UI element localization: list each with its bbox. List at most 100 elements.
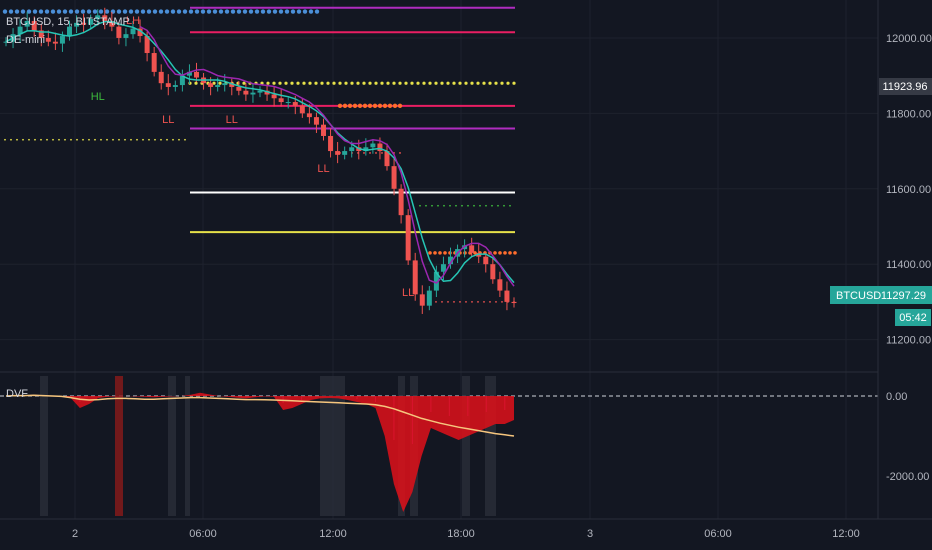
candle-body	[102, 15, 108, 21]
dot-red	[435, 300, 437, 303]
dvf-tick-label: -2000.00	[886, 471, 929, 483]
dot-yellow-large	[194, 81, 198, 85]
dot-red	[375, 152, 377, 154]
dot-yellow-large	[356, 81, 360, 85]
dot-yellow-large	[308, 81, 312, 85]
dot-yellow-large	[428, 81, 432, 85]
dot-yellow	[22, 138, 24, 141]
dot-red	[477, 300, 479, 303]
symbol-tag: BTCUSD	[836, 290, 881, 302]
candle-body	[271, 94, 277, 99]
dot-green	[503, 204, 505, 207]
candle-body	[405, 215, 411, 261]
dot-orange	[387, 103, 393, 109]
dot-green	[443, 204, 445, 207]
dot-yellow	[184, 138, 186, 141]
dot-yellow-large	[470, 81, 474, 85]
dvf-legend[interactable]: DVF	[6, 388, 28, 400]
candle-body	[116, 26, 122, 38]
dot-orange	[513, 251, 517, 255]
dot-yellow-large	[392, 81, 396, 85]
dot-red	[483, 300, 485, 303]
dvf-title: DVF	[6, 388, 28, 400]
dot-red	[453, 300, 455, 303]
candle-body	[95, 15, 101, 20]
dot-yellow-large	[512, 81, 516, 85]
dot-orange	[493, 251, 497, 255]
dot-blue	[26, 9, 32, 14]
dot-yellow	[34, 138, 36, 141]
time-axis[interactable]: 2 06:00 12:00 18:00 3 06:00 12:00	[72, 528, 860, 540]
dot-yellow-large	[446, 81, 450, 85]
symbol-legend[interactable]: BTCUSD, 15, BITSTAMP	[6, 16, 130, 28]
dot-green	[425, 204, 427, 207]
dot-yellow-large	[422, 81, 426, 85]
dot-green	[497, 204, 499, 207]
dvf-highlight-band	[168, 376, 176, 516]
candle-body	[3, 41, 9, 43]
candle-body	[215, 85, 221, 87]
dot-yellow-large	[242, 81, 246, 85]
dot-yellow	[16, 138, 18, 141]
dot-yellow	[172, 138, 174, 141]
dot-yellow	[4, 138, 6, 141]
dot-blue	[248, 9, 254, 14]
dot-orange	[337, 103, 343, 109]
dot-orange	[382, 103, 388, 109]
dot-yellow-large	[452, 81, 456, 85]
price-tick-label: 12000.00	[886, 33, 932, 45]
dot-yellow-large	[380, 81, 384, 85]
candle-body	[179, 75, 185, 86]
dot-blue	[152, 9, 158, 14]
dot-blue	[86, 9, 92, 14]
dot-orange	[397, 103, 403, 109]
price-axis[interactable]: 12000.00 11800.00 11600.00 11400.00 11200.00…	[886, 33, 932, 483]
indicator-legend[interactable]: DE-mini	[6, 34, 45, 46]
dot-yellow-large	[296, 81, 300, 85]
dot-blue	[224, 9, 230, 14]
dot-yellow-large	[488, 81, 492, 85]
time-tick-label: 12:00	[832, 528, 860, 540]
dot-blue	[284, 9, 290, 14]
price-tick-label: 11200.00	[886, 335, 931, 347]
candle-body	[38, 30, 44, 38]
dot-blue	[200, 9, 206, 14]
dot-yellow-large	[464, 81, 468, 85]
dot-orange	[357, 103, 363, 109]
dot-yellow	[118, 138, 120, 141]
candle-body	[377, 143, 383, 152]
dot-yellow	[136, 138, 138, 141]
dot-yellow-large	[266, 81, 270, 85]
candle-body	[384, 151, 390, 167]
dot-yellow	[112, 138, 114, 141]
dot-orange	[362, 103, 368, 109]
dot-orange	[347, 103, 353, 109]
dot-blue	[260, 9, 266, 14]
dot-blue	[236, 9, 242, 14]
time-tick-label: 18:00	[447, 528, 475, 540]
candle-body	[469, 245, 475, 253]
candle-body	[109, 20, 115, 27]
dot-yellow	[106, 138, 108, 141]
swing-label: LH	[126, 15, 140, 27]
dot-yellow-large	[398, 81, 402, 85]
dvf-highlight-band	[115, 376, 123, 516]
dot-blue	[50, 9, 56, 14]
candle-body	[370, 143, 376, 148]
dot-blue	[272, 9, 278, 14]
dot-orange	[443, 251, 447, 255]
grid-lines	[0, 0, 878, 519]
dot-yellow	[76, 138, 78, 141]
dot-green	[449, 204, 451, 207]
candle-body	[426, 290, 432, 306]
candle-body	[52, 41, 58, 44]
dot-yellow	[70, 138, 72, 141]
dot-yellow-large	[434, 81, 438, 85]
dot-blue	[188, 9, 194, 14]
dot-green	[467, 204, 469, 207]
dot-orange	[498, 251, 502, 255]
time-tick-label: 06:00	[704, 528, 732, 540]
candle-body	[504, 290, 510, 302]
dot-red	[399, 152, 401, 154]
